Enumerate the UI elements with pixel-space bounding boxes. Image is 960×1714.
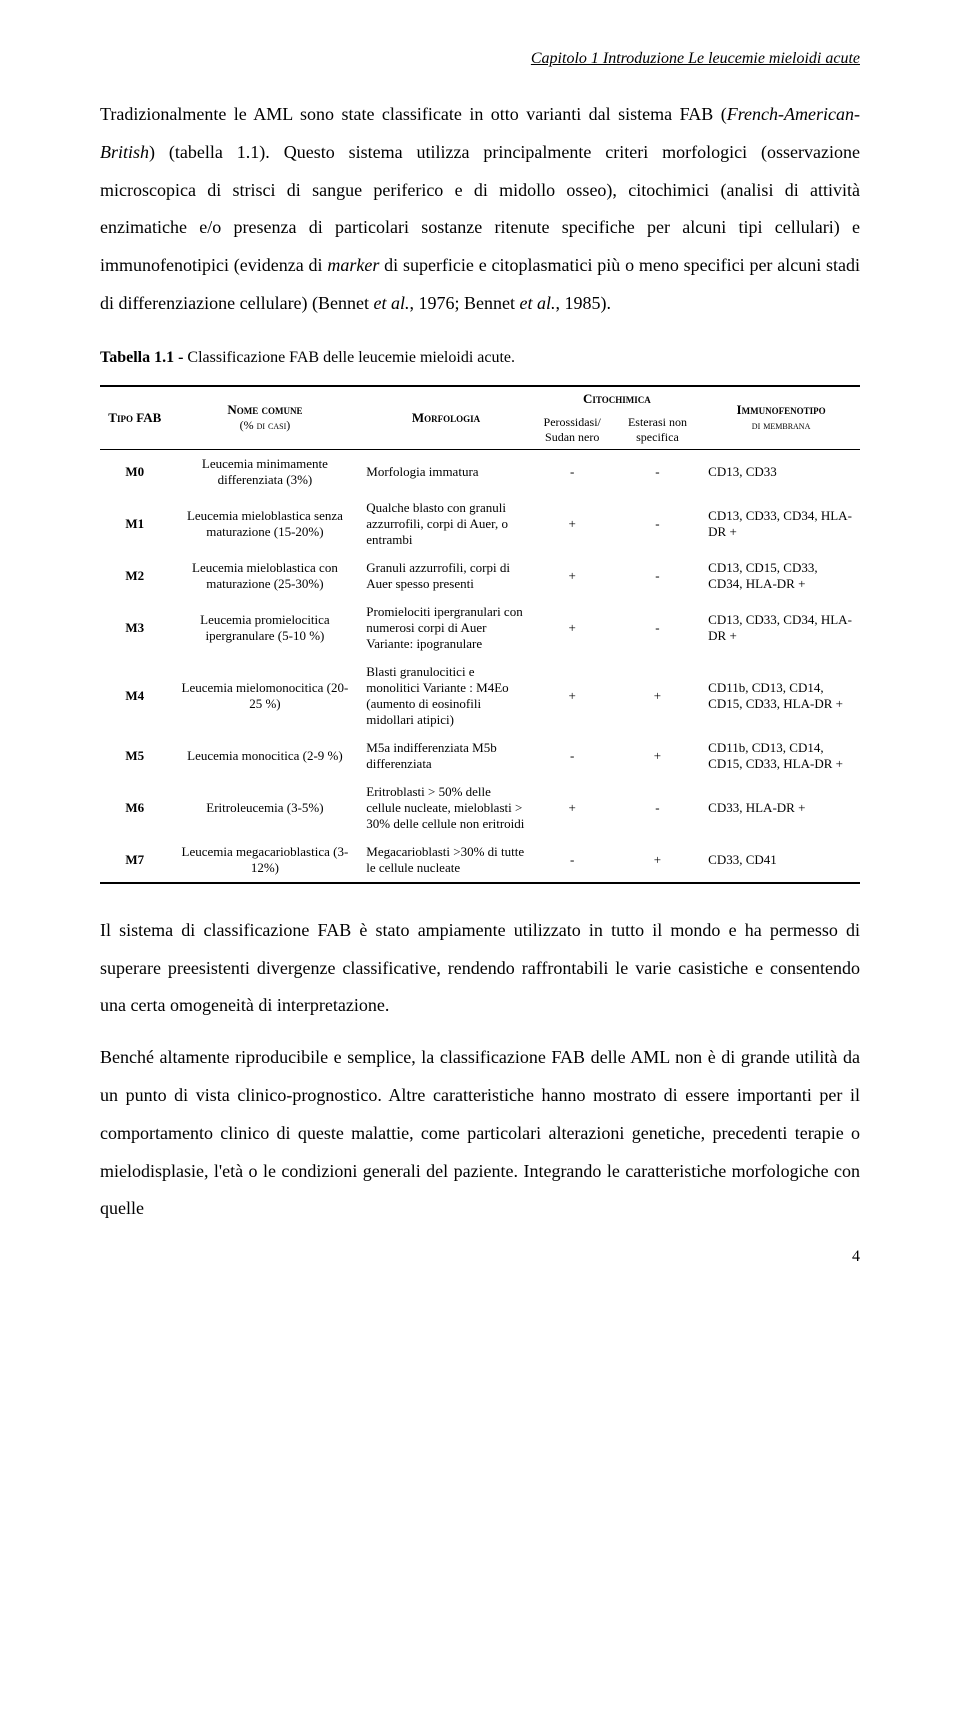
table-row: M3 Leucemia promielocitica ipergranulare… <box>100 598 860 658</box>
text-span: , 1976; Bennet <box>410 293 520 313</box>
header-label: Citochimica <box>538 391 697 407</box>
header-label: Immunofenotipo <box>708 402 854 418</box>
cell-tipo: M3 <box>100 598 170 658</box>
cell-esterasi: - <box>613 449 702 494</box>
header-nome: Nome comune (% di casi) <box>170 386 361 450</box>
table-row: M2 Leucemia mieloblastica con maturazion… <box>100 554 860 598</box>
table-row: M5 Leucemia monocitica (2-9 %) M5a indif… <box>100 734 860 778</box>
cell-esterasi: + <box>613 658 702 734</box>
cell-morfologia: Morfologia immatura <box>360 449 531 494</box>
body-paragraph-3: Benché altamente riproducibile e semplic… <box>100 1039 860 1228</box>
cell-nome: Leucemia mieloblastica senza maturazione… <box>170 494 361 554</box>
cell-perossidasi: - <box>532 838 613 883</box>
caption-text: Classificazione FAB delle leucemie mielo… <box>183 349 515 366</box>
cell-nome: Leucemia megacarioblastica (3-12%) <box>170 838 361 883</box>
cell-immuno: CD13, CD33 <box>702 449 860 494</box>
cell-morfologia: Eritroblasti > 50% delle cellule nucleat… <box>360 778 531 838</box>
table-row: M6 Eritroleucemia (3-5%) Eritroblasti > … <box>100 778 860 838</box>
cell-immuno: CD33, HLA-DR + <box>702 778 860 838</box>
cell-tipo: M1 <box>100 494 170 554</box>
cell-esterasi: - <box>613 554 702 598</box>
cell-immuno: CD13, CD15, CD33, CD34, HLA-DR + <box>702 554 860 598</box>
cell-morfologia: Megacarioblasti >30% di tutte le cellule… <box>360 838 531 883</box>
body-paragraph-2: Il sistema di classificazione FAB è stat… <box>100 912 860 1025</box>
header-perossidasi: Perossidasi/ Sudan nero <box>532 411 613 450</box>
cell-esterasi: + <box>613 734 702 778</box>
cell-perossidasi: - <box>532 734 613 778</box>
header-label: Nome comune <box>176 402 355 418</box>
cell-nome: Leucemia monocitica (2-9 %) <box>170 734 361 778</box>
header-label: Morfologia <box>366 410 525 426</box>
cell-perossidasi: + <box>532 598 613 658</box>
text-span: Tradizionalmente le AML sono state class… <box>100 104 727 124</box>
italic-text: marker <box>327 255 379 275</box>
cell-tipo: M5 <box>100 734 170 778</box>
cell-immuno: CD13, CD33, CD34, HLA-DR + <box>702 598 860 658</box>
header-tipo: Tipo FAB <box>100 386 170 450</box>
table-row: M1 Leucemia mieloblastica senza maturazi… <box>100 494 860 554</box>
cell-esterasi: - <box>613 494 702 554</box>
table-row: M0 Leucemia minimamente differenziata (3… <box>100 449 860 494</box>
cell-perossidasi: + <box>532 778 613 838</box>
page-number: 4 <box>100 1248 860 1266</box>
cell-perossidasi: + <box>532 494 613 554</box>
header-morfologia: Morfologia <box>360 386 531 450</box>
cell-nome: Leucemia minimamente differenziata (3%) <box>170 449 361 494</box>
cell-morfologia: Blasti granulocitici e monolitici Varian… <box>360 658 531 734</box>
cell-immuno: CD11b, CD13, CD14, CD15, CD33, HLA-DR + <box>702 658 860 734</box>
table-body: M0 Leucemia minimamente differenziata (3… <box>100 449 860 883</box>
table-caption: Tabella 1.1 - Classificazione FAB delle … <box>100 349 860 367</box>
cell-immuno: CD33, CD41 <box>702 838 860 883</box>
fab-classification-table: Tipo FAB Nome comune (% di casi) Morfolo… <box>100 385 860 884</box>
text-span: , 1985). <box>556 293 612 313</box>
cell-perossidasi: + <box>532 658 613 734</box>
cell-nome: Leucemia promielocitica ipergranulare (5… <box>170 598 361 658</box>
cell-immuno: CD13, CD33, CD34, HLA-DR + <box>702 494 860 554</box>
page-container: Capitolo 1 Introduzione Le leucemie miel… <box>0 0 960 1316</box>
header-esterasi: Esterasi non specifica <box>613 411 702 450</box>
header-sub-label: di membrana <box>708 418 854 433</box>
cell-tipo: M4 <box>100 658 170 734</box>
italic-text: et al. <box>374 293 410 313</box>
caption-label: Tabella 1.1 - <box>100 349 183 366</box>
cell-tipo: M7 <box>100 838 170 883</box>
intro-paragraph: Tradizionalmente le AML sono state class… <box>100 96 860 323</box>
cell-nome: Eritroleucemia (3-5%) <box>170 778 361 838</box>
cell-esterasi: - <box>613 598 702 658</box>
cell-tipo: M0 <box>100 449 170 494</box>
cell-morfologia: Granuli azzurrofili, corpi di Auer spess… <box>360 554 531 598</box>
header-sub-label: (% di casi) <box>176 418 355 433</box>
chapter-header: Capitolo 1 Introduzione Le leucemie miel… <box>100 50 860 68</box>
italic-text: et al. <box>520 293 556 313</box>
cell-perossidasi: + <box>532 554 613 598</box>
table-row: M4 Leucemia mielomonocitica (20-25 %) Bl… <box>100 658 860 734</box>
cell-nome: Leucemia mielomonocitica (20-25 %) <box>170 658 361 734</box>
cell-morfologia: Qualche blasto con granuli azzurrofili, … <box>360 494 531 554</box>
cell-morfologia: Promielociti ipergranulari con numerosi … <box>360 598 531 658</box>
cell-tipo: M2 <box>100 554 170 598</box>
cell-perossidasi: - <box>532 449 613 494</box>
cell-esterasi: + <box>613 838 702 883</box>
table-row: M7 Leucemia megacarioblastica (3-12%) Me… <box>100 838 860 883</box>
cell-immuno: CD11b, CD13, CD14, CD15, CD33, HLA-DR + <box>702 734 860 778</box>
cell-esterasi: - <box>613 778 702 838</box>
cell-tipo: M6 <box>100 778 170 838</box>
header-label: Tipo FAB <box>106 410 164 426</box>
cell-nome: Leucemia mieloblastica con maturazione (… <box>170 554 361 598</box>
header-immunofenotipo: Immunofenotipo di membrana <box>702 386 860 450</box>
header-citochimica: Citochimica <box>532 386 703 411</box>
cell-morfologia: M5a indifferenziata M5b differenziata <box>360 734 531 778</box>
